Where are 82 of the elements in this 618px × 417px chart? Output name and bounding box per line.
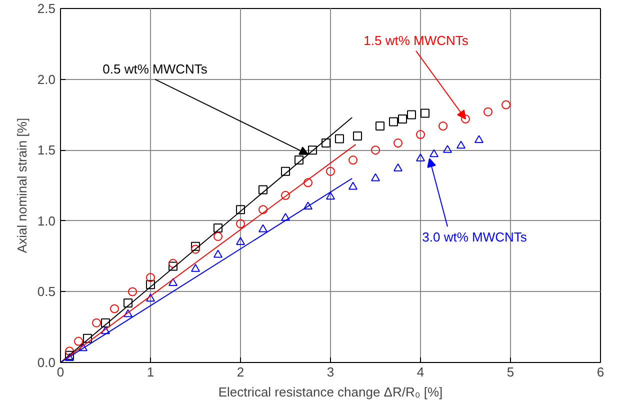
point	[416, 153, 425, 162]
point	[74, 336, 83, 346]
point	[443, 144, 452, 153]
point	[258, 224, 268, 232]
point	[110, 304, 119, 314]
y-tick-label: 2.0	[37, 72, 56, 87]
point	[438, 122, 448, 131]
y-tick-label: 1.0	[37, 213, 56, 228]
point	[92, 318, 101, 328]
point	[474, 135, 484, 143]
point	[146, 273, 155, 282]
point	[128, 287, 137, 296]
x-tick-label: 5	[506, 364, 514, 380]
point	[407, 110, 416, 120]
point	[101, 318, 110, 328]
point	[101, 326, 110, 334]
point	[353, 131, 362, 140]
y-tick-label: 0.5	[37, 284, 56, 300]
point	[304, 202, 312, 210]
point	[398, 114, 407, 124]
point	[146, 294, 155, 302]
point	[394, 138, 402, 148]
point	[348, 156, 358, 165]
annotation: 3.0 wt% MWCNTs	[422, 229, 528, 244]
y-tick-label: 1.5	[37, 142, 56, 158]
point	[78, 343, 88, 352]
x-tick-label: 1	[146, 364, 154, 380]
point	[326, 166, 335, 176]
x-tick-label: 2	[236, 364, 244, 380]
point	[214, 232, 222, 241]
point	[124, 298, 132, 308]
point	[214, 250, 222, 258]
point	[430, 149, 438, 158]
point	[322, 138, 330, 148]
x-axis-title: Electrical resistance change ΔR/R₀ [%]	[218, 384, 443, 400]
point	[168, 278, 178, 286]
point	[371, 146, 380, 155]
point	[420, 108, 430, 118]
point	[214, 223, 222, 232]
point	[348, 182, 358, 190]
point	[146, 280, 155, 290]
point	[236, 205, 245, 214]
point	[308, 146, 317, 155]
point	[335, 134, 344, 144]
y-tick-label: 0.0	[37, 355, 56, 370]
point	[124, 309, 132, 318]
point	[168, 262, 178, 271]
y-axis-title: Axial nominal strain [%]	[14, 118, 30, 254]
point	[416, 130, 425, 140]
point	[304, 178, 312, 188]
point	[461, 114, 470, 124]
point	[484, 107, 492, 116]
point	[83, 334, 92, 343]
point	[258, 185, 268, 194]
point	[236, 219, 245, 228]
point	[281, 190, 290, 200]
annotation: 1.5 wt% MWCNTs	[364, 33, 469, 48]
point	[65, 346, 74, 356]
point	[281, 166, 290, 176]
x-tick-label: 4	[416, 364, 424, 380]
x-tick-label: 3	[326, 364, 334, 380]
point	[394, 163, 402, 172]
point	[191, 242, 200, 251]
annotation: 0.5 wt% MWCNTs	[102, 61, 208, 76]
point	[389, 117, 398, 126]
point	[191, 244, 200, 254]
point	[326, 192, 335, 200]
point	[456, 140, 466, 149]
y-tick-label: 2.5	[37, 1, 56, 16]
point	[168, 258, 178, 268]
point	[258, 205, 268, 214]
x-tick-label: 0	[56, 364, 64, 380]
point	[65, 353, 74, 362]
point	[236, 237, 245, 245]
point	[371, 173, 380, 182]
point	[281, 212, 290, 221]
x-tick-label: 6	[596, 364, 604, 380]
point	[191, 264, 200, 272]
point	[376, 122, 384, 131]
point	[65, 350, 74, 360]
point	[502, 100, 510, 110]
point	[294, 156, 304, 165]
